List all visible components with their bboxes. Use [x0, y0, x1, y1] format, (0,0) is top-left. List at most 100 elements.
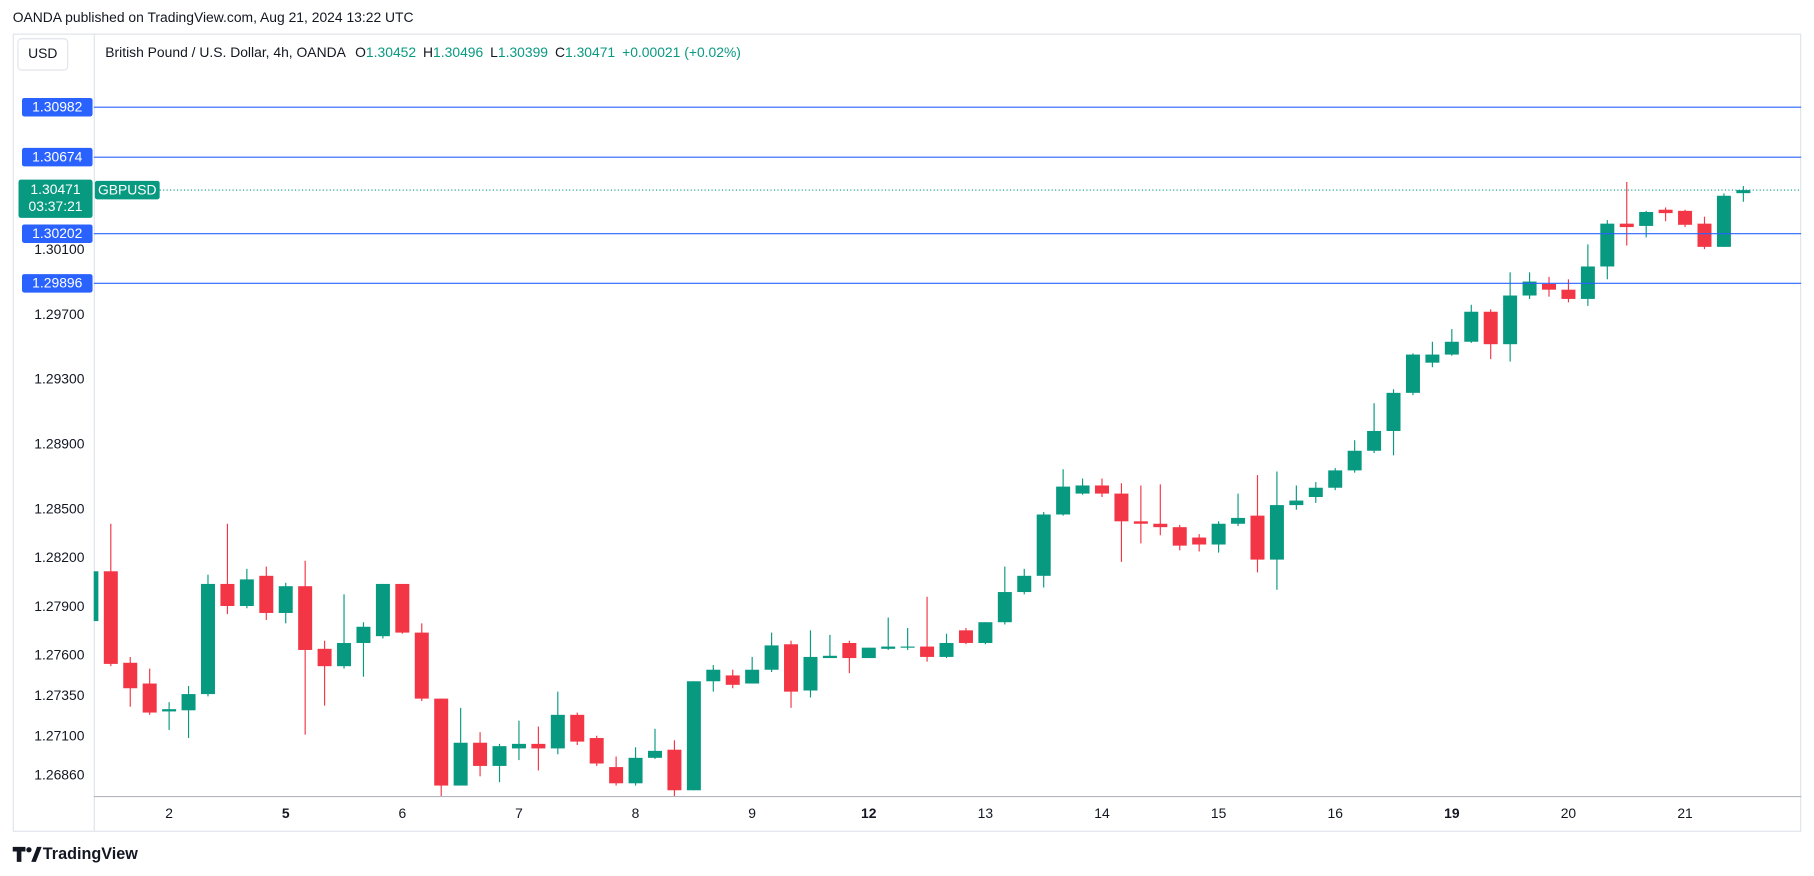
candle-body [589, 738, 604, 764]
candle-body [162, 709, 177, 712]
x-tick-label: 19 [1444, 805, 1460, 821]
candle-body [492, 746, 507, 766]
candle-body [93, 571, 99, 622]
candle-body [939, 642, 954, 657]
candle-body [861, 647, 876, 659]
candle-body [842, 642, 857, 659]
y-tick-label: 1.29300 [34, 371, 84, 387]
candle-body [1153, 523, 1168, 528]
legend-value: 1.30452 [366, 44, 416, 60]
y-tick-label: 1.27600 [34, 646, 84, 662]
candle-body [1697, 223, 1712, 247]
y-tick-label: 1.27350 [34, 687, 84, 703]
candle-body [531, 743, 546, 749]
candle-body [686, 681, 701, 791]
y-tick-label: 1.28900 [34, 436, 84, 452]
x-tick-label: 13 [978, 805, 994, 821]
chart-frame [12, 33, 1802, 832]
candle-body [511, 743, 526, 749]
candle-body [1192, 537, 1207, 545]
level-label-box [21, 147, 93, 167]
candle-body [375, 583, 390, 637]
y-tick-label: 1.29700 [34, 306, 84, 322]
candle-body [1600, 223, 1615, 267]
candle-body [1386, 392, 1401, 431]
candle-body [1639, 211, 1654, 226]
candle-body [1561, 289, 1576, 299]
candle-body [997, 592, 1012, 623]
candle-body [647, 750, 662, 758]
logo-icon [12, 846, 42, 862]
candle-body [764, 645, 779, 670]
legend-value: 1.30471 [565, 44, 615, 60]
x-tick-label: 2 [165, 805, 173, 821]
candle-body [1658, 209, 1673, 214]
candle-body [414, 632, 429, 699]
legend-title: British Pound / U.S. Dollar, 4h, OANDA [105, 44, 346, 60]
candle-body [1542, 283, 1557, 290]
candle-body [239, 579, 254, 606]
candle-body [1464, 311, 1479, 342]
candle-body [1619, 223, 1634, 228]
candle-body [1056, 486, 1071, 515]
legend: British Pound / U.S. Dollar, 4h, OANDA O1… [105, 44, 741, 60]
x-tick-label: 6 [398, 805, 406, 821]
x-tick-label: 8 [632, 805, 640, 821]
legend-value: 1.30496 [433, 44, 483, 60]
candle-body [1347, 450, 1362, 471]
x-tick-label: 20 [1561, 805, 1577, 821]
candle-body [1114, 493, 1129, 522]
currency-box[interactable] [17, 38, 69, 71]
x-tick-label: 15 [1211, 805, 1227, 821]
level-label-box [21, 274, 93, 293]
candle-body [1017, 575, 1032, 593]
candle-body [259, 575, 274, 613]
candle-body [570, 714, 585, 742]
candle-body [1716, 195, 1731, 247]
brand: TradingView [43, 845, 138, 863]
level-label: 1.30674 [32, 148, 82, 164]
candle-body [1211, 523, 1226, 545]
candle-body [1425, 354, 1440, 363]
x-tick-label: 12 [861, 805, 877, 821]
overlay: 1.26860 1.27100 1.27350 1.27600 1.27900 1.282… [18, 44, 1693, 821]
candle-body [628, 757, 643, 784]
candle-body [1250, 515, 1265, 560]
candle-body [181, 694, 196, 711]
legend-field: H [423, 44, 433, 60]
candle-body [395, 583, 410, 633]
currency[interactable]: USD [28, 45, 57, 61]
candle-body [1172, 527, 1187, 546]
y-tick-label: 1.27100 [34, 728, 84, 744]
candle-body [1075, 485, 1090, 494]
legend-field: L [490, 44, 498, 60]
level-label-box [21, 224, 93, 243]
candle-body [900, 646, 915, 648]
candle-body [978, 622, 993, 643]
y-tick-label: 1.26860 [34, 767, 84, 783]
candle-body [356, 626, 371, 643]
logo-dot [26, 847, 32, 853]
candle-body [609, 767, 624, 784]
candle-body [1444, 341, 1459, 355]
candle-body [1503, 295, 1518, 345]
countdown: 03:37:21 [29, 198, 83, 214]
candle-body [1483, 311, 1498, 345]
candle-body [1580, 266, 1595, 299]
x-tick-label: 16 [1328, 805, 1344, 821]
plot-area [93, 106, 1802, 796]
candle-body [298, 586, 313, 650]
candle-body [803, 656, 818, 691]
candle-body [473, 742, 488, 766]
candle-body [881, 646, 896, 649]
candle-body [1308, 487, 1323, 497]
candle-body [1231, 517, 1246, 524]
x-tick-label: 9 [748, 805, 756, 821]
footer-logo: TradingView [12, 845, 138, 863]
legend-field: O [355, 44, 366, 60]
candle-body [958, 630, 973, 643]
candle-body [1736, 190, 1751, 194]
x-tick-label: 5 [282, 805, 290, 821]
